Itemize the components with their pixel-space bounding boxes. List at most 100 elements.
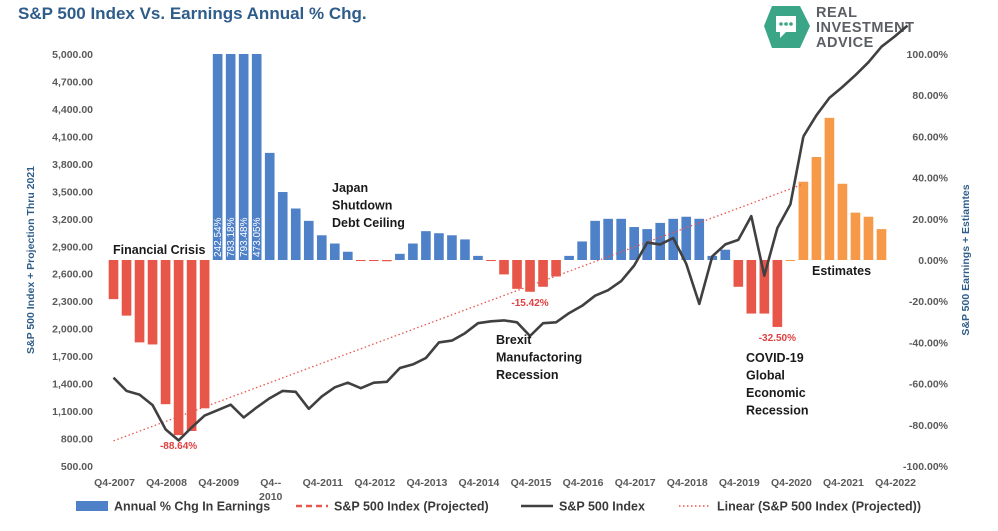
earnings-bar (863, 216, 874, 260)
annotation-text: COVID-19 (746, 351, 804, 365)
data-label: -32.50% (759, 333, 796, 344)
earnings-bar (395, 253, 405, 260)
bar-value-label: 473.05% (252, 217, 263, 257)
annotation-text: Manufactoring (496, 351, 582, 365)
earnings-bar (160, 260, 171, 405)
earnings-bar (134, 260, 145, 343)
bar-value-label: 783.18% (226, 217, 237, 257)
annotation-text: Japan (332, 181, 368, 195)
right-tick-label: 80.00% (912, 90, 948, 102)
earnings-bar (212, 54, 223, 260)
legend-label: Annual % Chg In Earnings (114, 500, 270, 514)
earnings-bar (277, 192, 288, 260)
right-tick-label: -20.00% (909, 296, 949, 308)
earnings-bar (512, 260, 522, 289)
earnings-bar (434, 233, 444, 260)
right-axis-title: S&P 500 Earnings + Estiamtes (960, 184, 972, 335)
x-tick-label: Q4-2018 (667, 477, 708, 489)
earnings-bar (473, 255, 483, 260)
earnings-bar (251, 54, 262, 260)
earnings-bar (186, 260, 197, 431)
earnings-bar (264, 152, 275, 260)
logo-line-2: INVESTMENT (816, 20, 915, 36)
logo-line-3: ADVICE (816, 35, 874, 51)
earnings-bar (811, 157, 822, 260)
earnings-bar (850, 212, 861, 260)
earnings-bar (577, 241, 587, 260)
earnings-bar (720, 249, 731, 260)
right-tick-label: -40.00% (909, 337, 949, 349)
legend-swatch-bar (76, 501, 108, 511)
earnings-bar (342, 251, 353, 260)
left-tick-label: 500.00 (61, 461, 93, 473)
annotation-text: Brexit (496, 333, 532, 347)
x-tick-label: Q4-- (260, 477, 282, 489)
right-tick-label: 40.00% (912, 173, 948, 185)
earnings-bar (785, 260, 796, 261)
earnings-bar (655, 222, 666, 260)
earnings-bar (590, 220, 600, 260)
earnings-bar (121, 260, 132, 316)
earnings-bar (525, 260, 535, 292)
annotation-text: Debt Ceiling (332, 216, 405, 230)
earnings-bar (238, 54, 249, 260)
earnings-bar (837, 183, 848, 260)
earnings-bar (694, 218, 705, 260)
brand-logo: REAL INVESTMENT ADVICE (762, 4, 962, 51)
annotation-text: Shutdown (332, 199, 392, 213)
x-tick-label: Q4-2008 (146, 477, 187, 489)
x-tick-label: Q4-2022 (875, 477, 916, 489)
linear-trend-line (113, 183, 804, 442)
right-tick-label: 0.00% (918, 255, 948, 267)
left-tick-label: 5,000.00 (52, 49, 93, 61)
x-tick-label: Q4-2007 (94, 477, 135, 489)
earnings-bar (147, 260, 158, 345)
left-tick-label: 1,400.00 (52, 379, 93, 391)
annotation-text: Economic (746, 386, 806, 400)
right-tick-label: -80.00% (909, 420, 949, 432)
right-tick-label: -100.00% (903, 461, 949, 473)
right-tick-label: -60.00% (909, 379, 949, 391)
earnings-bar (408, 243, 418, 260)
right-axis: 100.00% 80.00% 60.00% 40.00% 20.00% 0.00% -20.… (903, 49, 949, 473)
earnings-bar (499, 260, 509, 275)
left-tick-label: 1,700.00 (52, 351, 93, 363)
left-tick-label: 2,900.00 (52, 241, 93, 253)
annotation-text: Recession (746, 404, 809, 418)
earnings-bar (603, 218, 613, 260)
earnings-bar (329, 243, 340, 260)
earnings-bar (772, 260, 783, 327)
left-tick-label: 4,400.00 (52, 104, 93, 116)
x-tick-label: Q4-2011 (303, 477, 343, 489)
bar-value-label: 242.54% (213, 217, 224, 257)
annotation-text: Financial Crisis (113, 243, 205, 257)
x-tick-label: Q4-2013 (406, 477, 447, 489)
right-tick-label: 20.00% (912, 214, 948, 226)
earnings-bar (382, 260, 392, 262)
x-tick-label: Q4-2015 (511, 477, 552, 489)
earnings-bar (369, 260, 379, 262)
x-axis: Q4-2007 Q4-2008 Q4-2009 Q4-- 2010 Q4-2011 Q4-2… (94, 477, 916, 503)
legend-label: S&P 500 Index (Projected) (334, 500, 489, 514)
earnings-bar (303, 220, 314, 260)
left-tick-label: 2,600.00 (52, 269, 93, 281)
left-tick-label: 2,000.00 (52, 324, 93, 336)
earnings-bar (616, 218, 626, 260)
left-tick-label: 3,800.00 (52, 159, 93, 171)
left-tick-label: 4,700.00 (52, 76, 93, 88)
earnings-bar (447, 235, 457, 260)
earnings-bar (798, 181, 809, 260)
earnings-bar (290, 208, 301, 260)
left-tick-label: 2,300.00 (52, 296, 93, 308)
axis-titles: S&P 500 Index + Projection Thru 2021 S&P … (25, 166, 972, 354)
earnings-bars (108, 54, 887, 436)
x-tick-label: Q4-2019 (719, 477, 760, 489)
earnings-bar (733, 260, 744, 287)
sp500-index-line (112, 136, 805, 442)
earnings-bar (225, 54, 236, 260)
annotation-text: Estimates (812, 264, 871, 278)
data-label: -15.42% (511, 298, 548, 309)
bar-value-label: 793.48% (239, 217, 250, 257)
earnings-bar (551, 260, 561, 277)
annotations: Financial Crisis Japan Shutdown Debt Ceilin… (113, 181, 871, 418)
